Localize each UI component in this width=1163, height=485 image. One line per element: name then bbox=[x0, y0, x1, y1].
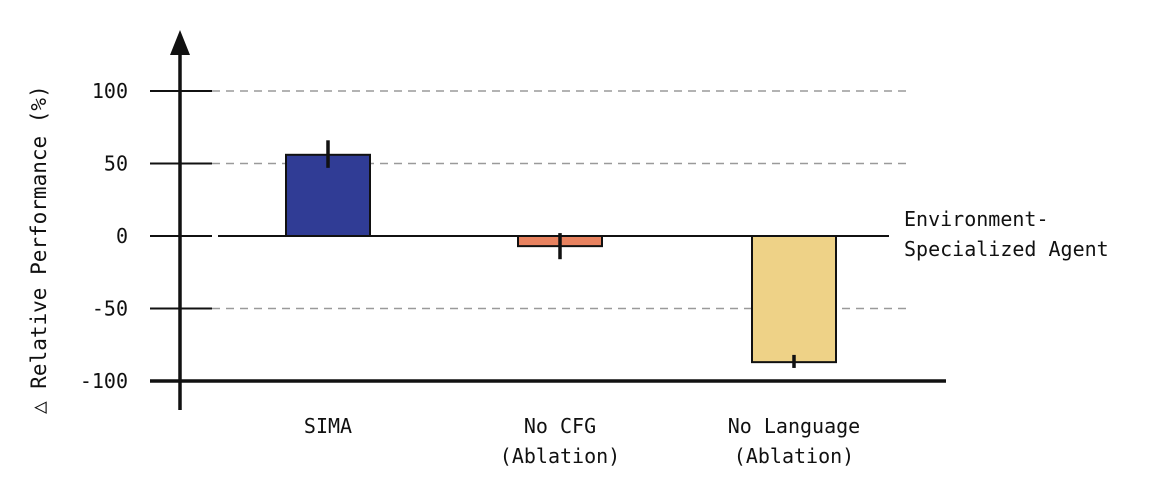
y-tick-label: 0 bbox=[116, 224, 128, 248]
y-ticks: 100 50 0 -50 -100 bbox=[80, 79, 212, 393]
category-labels: SIMA No CFG (Ablation) No Language (Ablation… bbox=[304, 414, 860, 468]
baseline-label-line1: Environment- bbox=[904, 207, 1049, 231]
category-label-sub: (Ablation) bbox=[734, 444, 854, 468]
y-tick-label: 50 bbox=[104, 152, 128, 176]
axes bbox=[150, 30, 946, 410]
bar bbox=[285, 153, 371, 237]
y-tick-label: -50 bbox=[92, 297, 128, 321]
baseline-label-line2: Specialized Agent bbox=[904, 237, 1109, 261]
y-axis-label: △ Relative Performance (%) bbox=[27, 85, 51, 414]
category-label-sub: (Ablation) bbox=[500, 444, 620, 468]
category-label: SIMA bbox=[304, 414, 352, 438]
y-tick-label: 100 bbox=[92, 79, 128, 103]
category-label: No CFG bbox=[524, 414, 596, 438]
y-tick-label: -100 bbox=[80, 369, 128, 393]
bars bbox=[285, 140, 837, 368]
bar bbox=[751, 235, 837, 364]
y-axis-arrow-icon bbox=[170, 30, 190, 55]
category-label: No Language bbox=[728, 414, 860, 438]
